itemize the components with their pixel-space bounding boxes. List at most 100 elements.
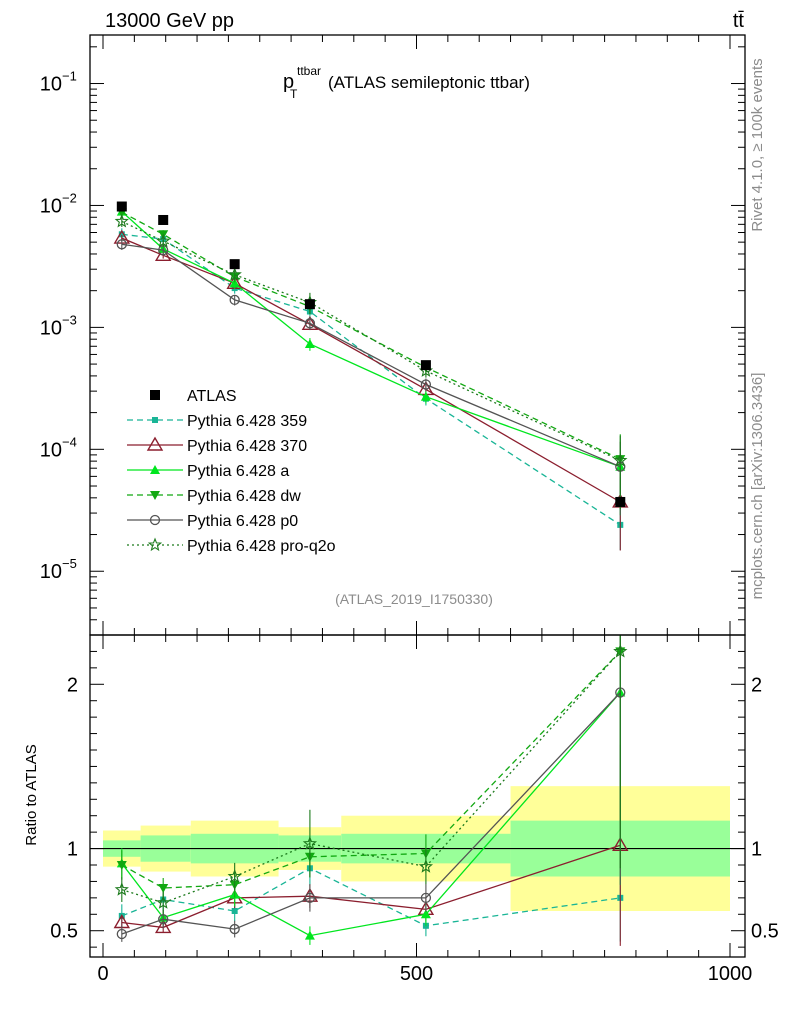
ratio-y-tick-label: 0.5	[50, 921, 78, 943]
ratio-point	[154, 919, 172, 934]
series-point	[420, 379, 432, 390]
ratio-point	[302, 836, 318, 850]
ratio-y-tick-label-right: 0.5	[751, 921, 779, 943]
ratio-line	[121, 692, 621, 937]
ratio-series-layer	[113, 635, 629, 946]
x-tick-label: 500	[400, 963, 433, 985]
ratio-y-tick-label: 2	[67, 674, 78, 696]
main-axes: 10−110−210−310−410−5	[40, 34, 746, 636]
ratio-point	[418, 859, 434, 873]
atlas-data-point	[615, 496, 626, 507]
ratio-point	[114, 882, 129, 896]
ratio-point	[304, 892, 316, 904]
ratio-y-axis-label: Ratio to ATLAS	[23, 744, 40, 845]
legend-marker	[150, 491, 160, 500]
y-tick-label-exponent: −1	[62, 69, 77, 84]
plot-title-subscript: T	[290, 87, 298, 101]
series-line	[121, 211, 621, 468]
header-energy-label: 13000 GeV pp	[105, 10, 234, 32]
y-tick-label-base: 10	[40, 317, 62, 339]
ratio-series-5	[114, 635, 628, 914]
series-line	[121, 233, 621, 526]
series-point	[613, 453, 628, 467]
legend: ATLAS Pythia 6.428 359 Pythia 6.428 370 Pyt…	[127, 388, 336, 555]
header-process-label: tt̄	[733, 10, 745, 32]
legend-label: Pythia 6.428 359	[187, 413, 307, 430]
x-tick-label: 0	[97, 963, 108, 985]
legend-marker	[150, 465, 160, 474]
ratio-point	[420, 909, 431, 919]
ratio-line	[121, 692, 621, 935]
ratio-point	[304, 930, 315, 940]
legend-label: Pythia 6.428 dw	[187, 488, 301, 505]
y-tick-label-exponent: −5	[62, 556, 77, 571]
plot-title-text: (ATLAS semileptonic ttbar)	[328, 73, 530, 92]
ratio-line	[121, 844, 621, 929]
series-point	[229, 278, 240, 288]
series-point	[114, 213, 129, 228]
legend-label: Pythia 6.428 a	[187, 463, 289, 480]
atlas-data-point	[420, 360, 431, 371]
series-line	[121, 243, 621, 468]
x-axis-tick-labels: 0 500 1000	[97, 963, 752, 985]
series-line	[121, 211, 621, 460]
series-point	[304, 318, 316, 329]
analysis-id-label: (ATLAS_2019_I1750330)	[335, 591, 493, 607]
y-tick-label-base: 10	[40, 561, 62, 583]
legend-marker	[147, 537, 163, 552]
y-tick-label-base: 10	[40, 74, 62, 96]
ratio-point	[116, 861, 127, 870]
legend-label: Pythia 6.428 pro-q2o	[187, 538, 336, 555]
legend-marker	[152, 417, 158, 423]
y-tick-label-exponent: −4	[62, 434, 77, 449]
x-tick-label: 1000	[708, 963, 753, 985]
ratio-point	[116, 928, 127, 940]
y-tick-label-exponent: −2	[62, 190, 77, 205]
atlas-data-point	[304, 299, 315, 310]
ratio-y-tick-label: 1	[67, 839, 78, 861]
ratio-y-tick-label-right: 1	[751, 839, 762, 861]
legend-marker	[146, 436, 164, 451]
atlas-data-layer	[116, 201, 626, 507]
y-tick-label-base: 10	[40, 439, 62, 461]
ratio-point	[227, 869, 242, 883]
ratio-point	[229, 923, 240, 935]
series-point	[304, 339, 315, 349]
series-point	[229, 294, 240, 306]
ratio-point	[420, 892, 432, 904]
plot-title-superscript: ttbar	[297, 64, 321, 78]
legend-label: Pythia 6.428 370	[187, 438, 307, 455]
ratio-point	[158, 914, 169, 925]
atlas-data-point	[158, 214, 169, 225]
series-point	[116, 239, 127, 250]
series-point	[118, 231, 125, 238]
ratio-uncertainty-bands	[90, 786, 745, 911]
plot-title-symbol: p	[283, 71, 294, 93]
ratio-line	[121, 650, 621, 889]
y-tick-label-exponent: −3	[62, 312, 77, 327]
series-line	[121, 220, 621, 462]
y-tick-label-base: 10	[40, 195, 62, 217]
ratio-panel: 0.5 0.5 1 1 2 2 Ratio to ATLAS	[23, 634, 779, 958]
ratio-line	[121, 867, 621, 927]
ratio-frame	[89, 634, 746, 958]
legend-label-atlas: ATLAS	[187, 388, 237, 405]
ratio-point	[613, 643, 628, 658]
ratio-point	[158, 884, 169, 893]
legend-marker-atlas	[150, 390, 160, 400]
legend-marker	[149, 514, 161, 526]
rivet-version-label: Rivet 4.1.0, ≥ 100k events	[749, 58, 766, 231]
ratio-y-tick-label-right: 2	[751, 674, 762, 696]
series-point	[154, 246, 172, 262]
atlas-data-point	[229, 259, 240, 270]
legend-label: Pythia 6.428 p0	[187, 513, 298, 530]
ratio-point	[231, 908, 238, 914]
series-point	[227, 267, 242, 281]
ratio-axes: 0.5 0.5 1 1 2 2	[50, 634, 779, 958]
ratio-point	[156, 895, 171, 909]
atlas-data-point	[116, 201, 127, 212]
series-point	[156, 233, 171, 248]
series-point	[420, 391, 431, 401]
mcplots-label: mcplots.cern.ch [arXiv:1306.3436]	[749, 373, 766, 600]
